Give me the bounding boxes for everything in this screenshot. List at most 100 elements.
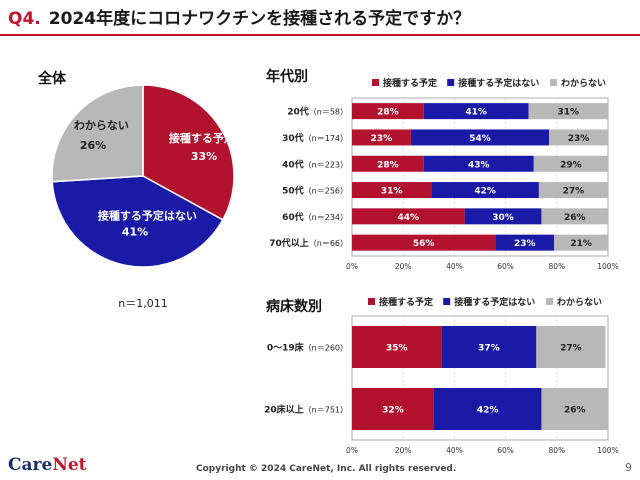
bar-data-label: 23%	[514, 239, 536, 249]
bar-segment	[352, 155, 424, 172]
bar-segment	[423, 103, 529, 120]
bar-data-label: 42%	[474, 187, 496, 197]
legend-label: 接種する予定	[379, 296, 434, 308]
bar-data-label: 31%	[558, 108, 580, 118]
bar-data-label: 23%	[568, 134, 590, 144]
bar-data-label: 21%	[570, 239, 592, 249]
bar-data-label: 27%	[563, 187, 585, 197]
title-underline	[0, 34, 640, 36]
x-tick-label: 80%	[548, 446, 565, 455]
legend-label: 接種する予定はない	[458, 77, 539, 89]
bar-data-label: 43%	[468, 160, 490, 170]
bar-data-label: 56%	[413, 239, 435, 249]
category-name: 50代	[282, 185, 304, 197]
bed-chart-title: 病床数別	[266, 299, 322, 315]
legend-swatch	[550, 79, 557, 86]
legend-label: わからない	[557, 297, 602, 308]
pie-slice	[142, 84, 235, 221]
bar-segment	[538, 182, 608, 199]
category-sample-size: （n＝66）	[309, 239, 348, 248]
bar-data-label: 29%	[560, 160, 582, 170]
plot-frame	[351, 315, 609, 441]
category-name: 30代	[282, 132, 304, 144]
pie-slice-label: 接種する予定	[169, 131, 235, 145]
bar-segment	[536, 326, 606, 368]
bar-segment	[352, 234, 496, 251]
x-tick-label: 0%	[346, 446, 358, 455]
logo-accent-text: Net	[52, 455, 87, 475]
legend-swatch	[447, 79, 455, 86]
category-label: 20代（n＝58）	[287, 106, 348, 118]
bar-segment	[352, 182, 432, 199]
bar-segment	[423, 155, 534, 172]
bar-data-label: 44%	[398, 213, 420, 223]
question-number: Q4.	[8, 9, 41, 29]
pie-title: 全体	[38, 71, 66, 87]
x-tick-label: 100%	[597, 262, 618, 271]
legend-swatch	[546, 298, 553, 305]
legend-label: 接種する予定	[383, 77, 438, 89]
category-name: 40代	[282, 158, 304, 170]
x-tick-label: 20%	[395, 446, 412, 455]
category-sample-size: （n＝260）	[304, 344, 348, 353]
legend-swatch	[372, 79, 379, 86]
page-number: 9	[625, 461, 632, 474]
pie-slice-value: 33%	[191, 150, 217, 163]
bar-data-label: 26%	[564, 406, 586, 416]
bar-data-label: 54%	[469, 134, 491, 144]
bar-segment	[352, 103, 424, 120]
pie-sample-size: n＝1,011	[118, 297, 168, 310]
bar-segment	[410, 129, 550, 146]
x-tick-label: 60%	[497, 262, 514, 271]
pie-slice-value: 26%	[80, 139, 106, 152]
bar-data-label: 28%	[377, 160, 399, 170]
bar-data-label: 30%	[492, 213, 514, 223]
x-tick-label: 40%	[446, 262, 463, 271]
bar-segment	[554, 234, 608, 251]
bar-segment	[549, 129, 608, 146]
question-text: 2024年度にコロナワクチンを接種される予定ですか？	[48, 9, 471, 29]
category-name: 0～19床	[267, 342, 305, 354]
page-title: Q4. 2024年度にコロナワクチンを接種される予定ですか？	[8, 4, 470, 29]
category-name: 60代	[282, 211, 304, 223]
legend-label: わからない	[561, 78, 606, 89]
x-tick-label: 40%	[446, 446, 463, 455]
logo-main-text: Care	[8, 455, 53, 475]
bar-segment	[495, 234, 555, 251]
category-sample-size: （n＝234）	[304, 213, 348, 222]
pie-slice	[51, 175, 224, 268]
category-sample-size: （n＝174）	[304, 134, 348, 143]
plot-frame	[351, 97, 609, 257]
category-label: 60代（n＝234）	[282, 211, 348, 223]
bar-data-label: 32%	[382, 406, 404, 416]
legend-swatch	[368, 298, 375, 305]
x-tick-label: 60%	[497, 446, 514, 455]
bar-data-label: 35%	[386, 344, 408, 354]
category-sample-size: （n＝751）	[304, 406, 348, 415]
bar-data-label: 26%	[564, 213, 586, 223]
copyright: Copyright © 2024 CareNet, Inc. All right…	[196, 464, 457, 474]
carenet-logo: CareNet	[8, 455, 87, 475]
bar-segment	[464, 208, 542, 225]
bar-data-label: 42%	[477, 406, 499, 416]
bar-data-label: 27%	[560, 344, 582, 354]
category-label: 40代（n＝223）	[282, 158, 348, 170]
legend-label: 接種する予定はない	[454, 296, 535, 308]
category-label: 50代（n＝256）	[282, 185, 348, 197]
bar-data-label: 31%	[381, 187, 403, 197]
category-label: 20床以上（n＝751）	[264, 404, 348, 416]
category-label: 30代（n＝174）	[282, 132, 348, 144]
bar-segment	[431, 182, 539, 199]
bar-segment	[441, 326, 537, 368]
bar-segment	[352, 388, 434, 430]
pie-slice-label: わからない	[74, 119, 129, 132]
category-sample-size: （n＝58）	[309, 108, 348, 117]
bar-segment	[533, 155, 608, 172]
legend-swatch	[443, 298, 451, 305]
x-tick-label: 80%	[548, 262, 565, 271]
bar-data-label: 37%	[478, 344, 500, 354]
category-name: 20代	[287, 106, 309, 118]
pie-slice-label: 接種する予定はない	[98, 209, 197, 223]
bar-segment	[541, 208, 608, 225]
category-name: 20床以上	[264, 404, 304, 416]
